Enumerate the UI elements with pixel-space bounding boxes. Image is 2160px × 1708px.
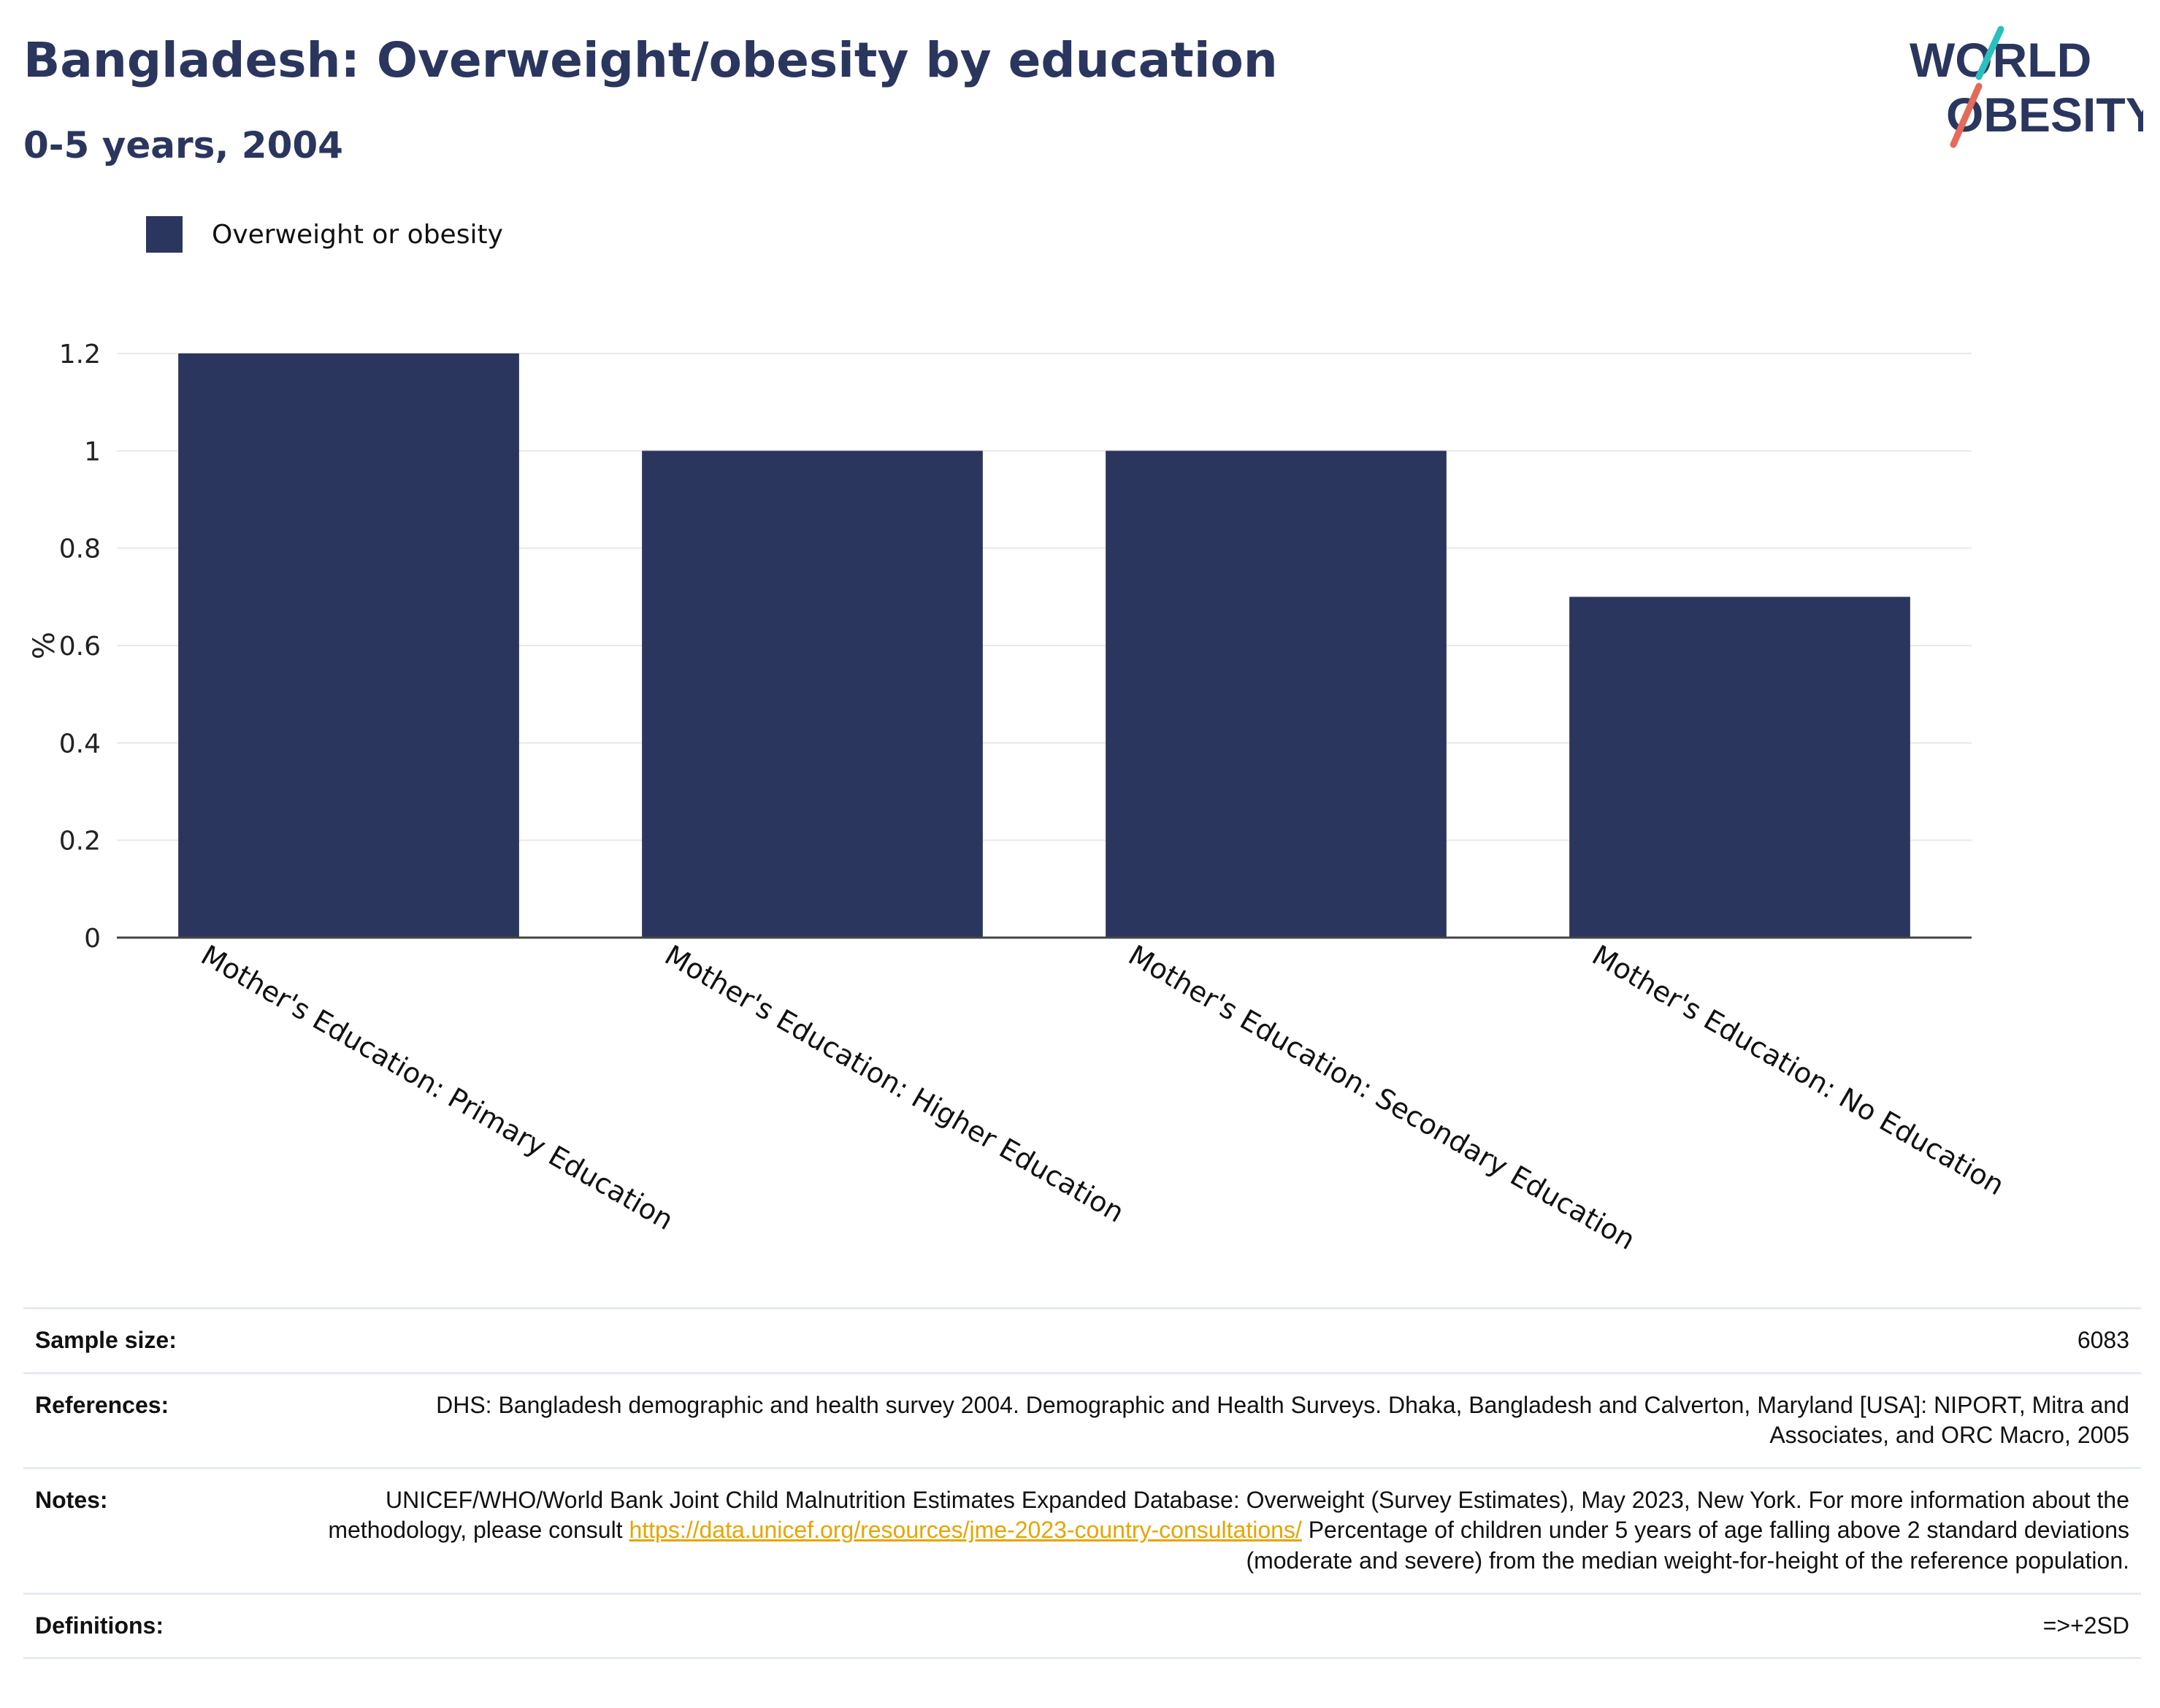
sample-size-row: Sample size: 6083: [23, 1307, 2141, 1374]
x-tick-label: Mother's Education: Higher Education: [659, 939, 1130, 1229]
legend-swatch-overweight: [146, 216, 183, 253]
notes-text-before: UNICEF/WHO/World Bank Joint Child Malnut…: [328, 1486, 2129, 1544]
x-tick-label: Mother's Education: No Education: [1587, 939, 2010, 1202]
logo-text-world: WORLD: [1910, 33, 2091, 87]
x-tick-label: Mother's Education: Primary Education: [196, 939, 679, 1236]
notes-text-after: Percentage of children under 5 years of …: [1246, 1517, 2129, 1574]
notes-value: UNICEF/WHO/World Bank Joint Child Malnut…: [310, 1466, 2141, 1594]
bar: [642, 451, 983, 938]
y-axis-title: %: [28, 632, 61, 659]
notes-methodology-link[interactable]: https://data.unicef.org/resources/jme-20…: [629, 1517, 1302, 1544]
y-tick-label: 0.4: [59, 729, 101, 759]
y-tick-label: 0.8: [59, 535, 101, 564]
logo-slash-top: [1975, 26, 2004, 80]
notes-row: Notes: UNICEF/WHO/World Bank Joint Child…: [23, 1466, 2141, 1594]
sample-size-value: 6083: [310, 1307, 2141, 1374]
y-tick-label: 1.2: [59, 340, 101, 369]
chart-legend[interactable]: Overweight or obesity: [146, 216, 503, 253]
world-obesity-logo: WORLD OBESITY: [1910, 26, 2143, 148]
chart-title: Bangladesh: Overweight/obesity by educat…: [23, 32, 1278, 88]
y-tick-label: 0.2: [59, 827, 101, 857]
definitions-label: Definitions:: [23, 1592, 310, 1660]
y-tick-label: 0: [84, 924, 101, 954]
sample-size-label: Sample size:: [23, 1307, 310, 1374]
chart-subtitle: 0-5 years, 2004: [23, 124, 343, 166]
metadata-table: Sample size: 6083 References: DHS: Bangl…: [23, 1307, 2141, 1660]
bar-chart: 0 0.2 0.4 0.6 0.8 1 1.2% Mother's Education: Pr…: [28, 340, 2010, 1257]
definitions-value: =>+2SD: [310, 1592, 2141, 1660]
notes-label: Notes:: [23, 1466, 310, 1594]
references-row: References: DHS: Bangladesh demographic …: [23, 1371, 2141, 1468]
y-tick-label: 0.6: [59, 632, 101, 662]
references-label: References:: [23, 1371, 310, 1468]
references-value: DHS: Bangladesh demographic and health s…: [310, 1371, 2141, 1468]
definitions-row: Definitions: =>+2SD: [23, 1592, 2141, 1660]
legend-label-overweight: Overweight or obesity: [212, 219, 503, 250]
bar: [1106, 451, 1447, 938]
bar: [178, 353, 519, 938]
logo-slash-bottom: [1950, 83, 1983, 148]
y-tick-label: 1: [84, 437, 101, 467]
bar: [1569, 597, 1910, 938]
x-tick-label: Mother's Education: Secondary Education: [1123, 939, 1641, 1257]
logo-text-obesity: OBESITY: [1946, 88, 2143, 142]
